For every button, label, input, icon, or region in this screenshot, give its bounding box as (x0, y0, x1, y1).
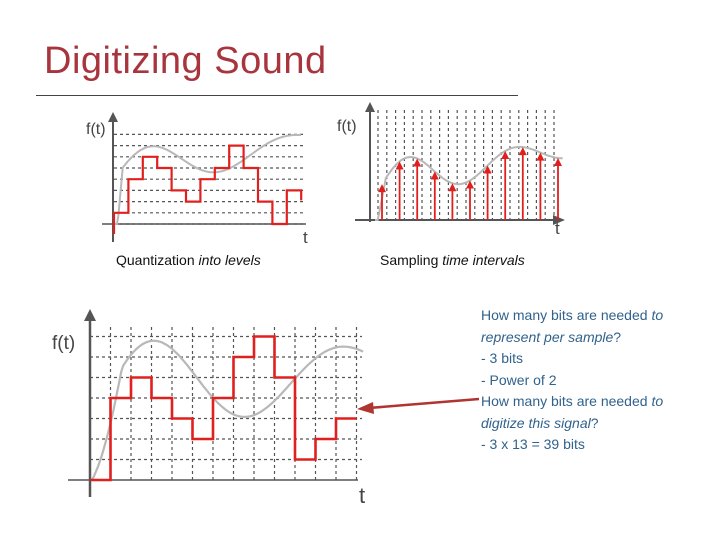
sample-arrowhead (483, 165, 492, 174)
question-2-line-1: How many bits are needed to (481, 393, 664, 409)
sample-arrowhead (395, 161, 404, 170)
sample-arrowhead (448, 183, 457, 192)
answer-2: - 3 x 13 = 39 bits (481, 436, 585, 452)
sample-arrowhead (518, 147, 527, 156)
sample-arrowhead (413, 158, 422, 167)
digitized-signal-diagram: f(t) t (52, 309, 365, 508)
title-underline (36, 95, 518, 96)
answer-1-line-2: - Power of 2 (481, 371, 557, 388)
sampling-diagram: f(t) t (337, 102, 565, 238)
pointer-arrow-shaft (368, 397, 480, 410)
sample-arrowhead (554, 157, 562, 166)
slide-title: Digitizing Sound (44, 40, 327, 82)
y-axis-arrowhead (84, 309, 96, 321)
question-2-line-2: digitize this signal? (481, 414, 599, 431)
caption-plain: Sampling (380, 252, 443, 268)
y-axis-label: f(t) (337, 118, 357, 135)
x-axis-arrowhead (553, 215, 565, 225)
analog-signal (91, 339, 364, 481)
quantized-signal (112, 144, 303, 234)
x-axis-label: t (555, 219, 560, 238)
quantized-signal (90, 335, 357, 482)
caption-plain: Quantization (116, 252, 199, 268)
quantization-diagram: f(t) t (86, 112, 308, 247)
question-1-line-1: How many bits are needed to (481, 307, 664, 323)
x-axis-label: t (303, 228, 308, 247)
sample-arrowhead (501, 150, 510, 159)
sample-arrowhead (466, 180, 474, 189)
sample-arrowhead (430, 171, 439, 180)
notes-panel: How many bits are needed to represent pe… (481, 305, 713, 456)
y-axis-label: f(t) (86, 121, 106, 138)
y-axis-label: f(t) (52, 333, 75, 354)
caption-italic: time intervals (442, 252, 525, 268)
sampling-caption: Sampling time intervals (380, 252, 525, 268)
x-axis-label: t (359, 483, 365, 508)
y-axis-arrowhead (365, 102, 375, 112)
analog-signal (114, 134, 302, 225)
quantization-caption: Quantization into levels (116, 252, 261, 268)
question-1-line-2: represent per sample? (481, 328, 622, 345)
sample-arrowhead (378, 184, 386, 193)
answer-1-line-1: - 3 bits (481, 350, 524, 366)
pointer-arrow-head (357, 402, 374, 414)
y-axis-arrowhead (108, 112, 118, 122)
pointer-arrow (357, 397, 480, 414)
caption-italic: into levels (198, 252, 261, 268)
sample-arrowhead (536, 152, 545, 161)
analog-signal (375, 145, 563, 221)
